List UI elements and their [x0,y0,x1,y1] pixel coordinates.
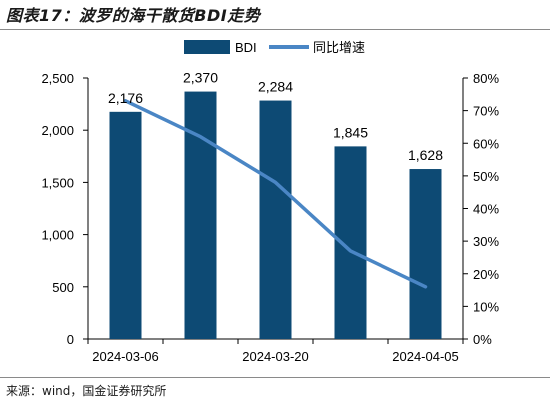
legend: BDI 同比增速 [184,40,365,55]
line-yoy [123,99,428,289]
bar-data-label: 2,370 [183,70,218,86]
y-right-tick-label: 0% [473,332,492,347]
bar-bdi [109,111,142,340]
bar-bdi [184,91,217,340]
bar-bdi [409,169,442,339]
bar-data-label: 1,628 [408,147,443,163]
source-divider [0,377,550,378]
chart-title: 图表17：波罗的海干散货BDI走势 [6,6,261,25]
y-right-tick-label: 50% [473,169,499,184]
bar-data-label: 1,845 [333,124,368,140]
y-left-tick-label: 1,000 [41,228,74,243]
x-tick-label: 2024-03-06 [92,349,159,364]
legend-swatch-bdi [184,40,230,54]
y-left-tick-label: 2,000 [41,123,74,138]
bar-bdi [259,100,292,339]
y-right-tick-label: 10% [473,299,499,314]
y-right-tick-label: 40% [473,202,499,217]
y-left-tick-label: 0 [67,332,74,347]
y-left-tick-label: 500 [52,280,74,295]
legend-label-yoy: 同比增速 [313,40,365,55]
x-tick-label: 2024-04-05 [392,349,459,364]
y-left-tick-label: 2,500 [41,71,74,86]
y-right-tick-label: 60% [473,136,499,151]
bdi-chart: BDI 同比增速 0 500 1,000 1,500 2,000 2,500 0% 10% 20… [41,40,499,364]
y-right-tick-label: 70% [473,104,499,119]
x-tick-label: 2024-03-20 [242,349,309,364]
y-left-tick-label: 1,500 [41,175,74,190]
y-right-tick-label: 80% [473,71,499,86]
axes: 0 500 1,000 1,500 2,000 2,500 0% 10% 20% 30% 40% 50… [41,71,499,364]
y-right-tick-label: 30% [473,234,499,249]
bar-data-label: 2,176 [108,90,143,106]
bar-data-label: 2,284 [258,79,293,95]
legend-label-bdi: BDI [235,40,257,55]
line-series-yoy [123,99,428,289]
title-divider [0,29,550,30]
bar-series-bdi [109,91,442,340]
source-note: 来源：wind，国金证券研究所 [6,384,167,398]
data-labels: 2,176 2,370 2,284 1,845 1,628 [108,70,443,163]
y-right-tick-label: 20% [473,267,499,282]
